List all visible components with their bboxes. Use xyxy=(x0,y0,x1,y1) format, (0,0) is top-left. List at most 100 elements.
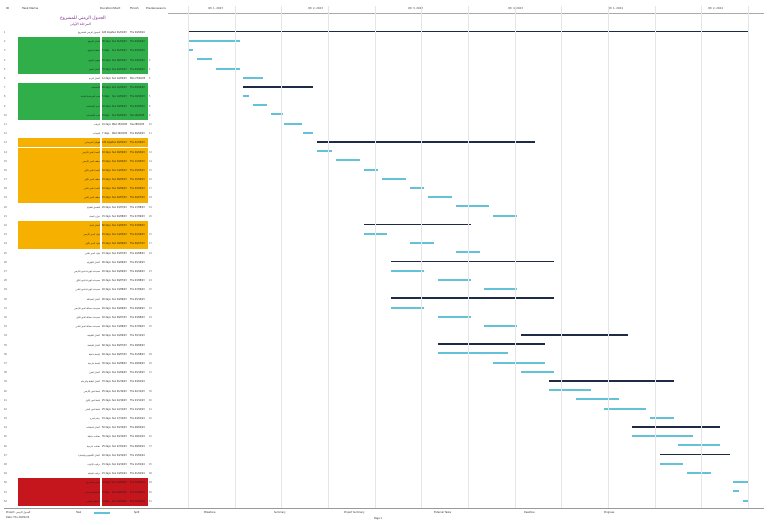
task-bar[interactable] xyxy=(437,278,471,281)
task-bar[interactable] xyxy=(520,370,554,373)
task-bar[interactable] xyxy=(483,288,517,291)
task-bar[interactable] xyxy=(243,95,249,98)
task-row[interactable]: 24 بلوك الدور الأول 15 days Sun 18/06/23 Thu… xyxy=(4,239,164,249)
task-row[interactable]: 20 الملحق العلوي 20 days Sun 23/07/23 Thu 17… xyxy=(4,203,164,212)
summary-bar[interactable] xyxy=(243,85,314,88)
task-bar[interactable] xyxy=(302,131,314,134)
task-bar[interactable] xyxy=(284,122,302,125)
task-row[interactable]: 11 الرقاب 10 days Wed 15/03/23 Tue 28/03/23 1… xyxy=(4,120,164,129)
task-row[interactable]: 35 أعمال اللياسة 60 days Sun 09/07/23 Thu 28… xyxy=(4,341,164,350)
task-bar[interactable] xyxy=(428,196,453,199)
task-row[interactable]: 16 أعمدة الدور الأول 10 days Sun 14/05/23 Th… xyxy=(4,165,164,176)
task-row[interactable]: 38 أعمال العزل 20 days Sun 10/09/23 Thu 05/1… xyxy=(4,368,164,377)
summary-bar[interactable] xyxy=(548,380,675,382)
task-row[interactable]: 45 دهانات داخلية 35 days Sun 03/12/23 Thu 18… xyxy=(4,432,164,441)
task-row[interactable]: 14 أعمدة الدور الأرضي 10 days Sun 09/04/23 T… xyxy=(4,147,164,157)
task-bar[interactable] xyxy=(437,315,471,318)
task-row[interactable]: 30 أعمال السباكة 90 days Sun 04/06/23 Thu 05… xyxy=(4,295,164,304)
task-row[interactable]: 26 أعمال الكهرباء 90 days Sun 04/06/23 Thu 0… xyxy=(4,258,164,267)
task-row[interactable]: 8 صب الخرسانة العادية 5 days Sun 12/02/23 Th… xyxy=(4,92,164,102)
task-row[interactable]: 19 سقف الدور الثاني 15 days Sun 02/07/23 Thu… xyxy=(4,193,164,203)
column-header-duration[interactable]: Duration xyxy=(100,6,114,10)
task-bar[interactable] xyxy=(456,251,480,254)
task-bar[interactable] xyxy=(576,398,619,401)
task-row[interactable]: 34 أعمال التكييف 60 days Sun 10/09/23 Thu 30… xyxy=(4,331,164,340)
task-row[interactable]: 6 أعمال الردم 12 days Sun 12/02/23 Mon 27/02… xyxy=(4,74,164,83)
task-row[interactable]: 29 تمديدات كهرباء الدور الثاني 20 days Sun … xyxy=(4,285,164,294)
task-row[interactable]: 13 الهيكل الخرساني 120 days Sun 09/04/23 Thu… xyxy=(4,138,164,148)
task-row[interactable]: 42 بلاط الدور الثاني 25 days Sun 12/11/23 Th… xyxy=(4,405,164,414)
task-row[interactable]: 31 تمديدات سباكة الدور الأرضي 20 days Sun 0… xyxy=(4,304,164,313)
task-row[interactable]: 41 بلاط الدور الأول 25 days Sun 22/10/23 Thu… xyxy=(4,396,164,405)
task-bar[interactable] xyxy=(409,187,425,190)
task-row[interactable]: 52 الاستلام النهائي 5 days Sun 25/02/24 Thu … xyxy=(4,496,164,506)
task-bar[interactable] xyxy=(382,177,406,180)
task-bar[interactable] xyxy=(742,499,748,502)
task-row[interactable]: 9 حديد الأساسات 10 days Sun 19/02/23 Thu 02/… xyxy=(4,101,164,111)
task-bar[interactable] xyxy=(659,462,684,465)
task-bar[interactable] xyxy=(604,407,647,410)
task-bar[interactable] xyxy=(631,435,693,438)
task-bar[interactable] xyxy=(252,104,268,107)
task-row[interactable]: 44 أعمال الدهانات 50 days Sun 03/12/23 Thu 0… xyxy=(4,423,164,432)
task-row[interactable]: 1 الجدول الزمني للمشروع 420 days Sun 01/01/… xyxy=(4,28,164,37)
summary-bar[interactable] xyxy=(520,334,628,336)
task-bar[interactable] xyxy=(197,58,212,61)
summary-bar[interactable] xyxy=(659,453,730,456)
task-row[interactable]: 37 لياسة خارجية 30 days Sun 20/08/23 Thu 28/… xyxy=(4,359,164,368)
task-bar[interactable] xyxy=(733,481,748,484)
task-row[interactable]: 40 بلاط الدور الأرضي 25 days Sun 01/10/23 Th… xyxy=(4,387,164,396)
task-bar[interactable] xyxy=(391,269,425,272)
task-bar[interactable] xyxy=(678,444,721,447)
task-row[interactable]: 21 خزان المياه 15 days Sun 20/08/23 Thu 07/0… xyxy=(4,212,164,221)
column-header-id[interactable]: ID xyxy=(6,6,10,10)
task-row[interactable]: 22 أعمال البناء 60 days Sun 14/05/23 Thu 03/… xyxy=(4,221,164,231)
task-bar[interactable] xyxy=(493,361,545,364)
task-bar[interactable] xyxy=(650,416,675,419)
task-bar[interactable] xyxy=(391,306,425,309)
summary-bar[interactable] xyxy=(317,141,536,143)
task-row[interactable]: 3 استلام الموقع 5 days Sun 01/01/23 Thu 05/0… xyxy=(4,46,164,56)
task-row[interactable]: 4 تجهيز الموقع 10 days Sun 08/01/23 Thu 19/0… xyxy=(4,55,164,65)
task-row[interactable]: 50 تسليم المشروع 10 days Sun 18/02/24 Thu 29… xyxy=(4,478,164,488)
task-bar[interactable] xyxy=(271,113,284,116)
summary-bar[interactable] xyxy=(437,343,545,345)
task-row[interactable]: 46 دهانات خارجية 25 days Sun 07/01/24 Thu 08… xyxy=(4,442,164,451)
task-row[interactable]: 18 أعمدة الدور الثاني 10 days Sun 18/06/23 T… xyxy=(4,184,164,194)
task-row[interactable]: 33 تمديدات سباكة الدور الثاني 20 days Sun 1… xyxy=(4,322,164,331)
task-bar[interactable] xyxy=(188,49,194,52)
task-row[interactable]: 27 تمديدات كهرباء الدور الأرضي 20 days Sun … xyxy=(4,267,164,276)
task-bar[interactable] xyxy=(437,352,508,355)
task-row[interactable]: 12 الميدات 7 days Wed 29/03/23 Thu 06/04/23 1… xyxy=(4,129,164,138)
task-bar[interactable] xyxy=(456,205,490,208)
summary-bar[interactable] xyxy=(631,426,721,428)
column-header-finish[interactable]: Finish xyxy=(130,6,139,10)
task-row[interactable]: 49 تركيب النوافذ 15 days Sun 14/01/24 Thu 01… xyxy=(4,469,164,478)
task-row[interactable]: 39 أعمال البلاط والرخام 70 days Sun 01/10/2… xyxy=(4,377,164,386)
task-bar[interactable] xyxy=(548,389,591,392)
task-bar[interactable] xyxy=(483,324,517,327)
task-bar[interactable] xyxy=(687,471,711,474)
task-bar[interactable] xyxy=(363,232,388,235)
task-bar[interactable] xyxy=(733,490,739,493)
task-bar[interactable] xyxy=(317,150,332,153)
task-row[interactable]: 47 أعمال الألمنيوم والنجارة 40 days Sun 24/… xyxy=(4,451,164,460)
summary-bar[interactable] xyxy=(363,223,471,226)
task-bar[interactable] xyxy=(335,159,360,162)
task-row[interactable]: 2 أعمال الموقع 30 days Sun 01/01/23 Thu 09/0… xyxy=(4,37,164,47)
column-header-predecessors[interactable]: Predecessors xyxy=(146,6,166,10)
task-row[interactable]: 23 بلوك الدور الأرضي 15 days Sun 14/05/23 Th… xyxy=(4,230,164,240)
task-row[interactable]: 32 تمديدات سباكة الدور الأول 20 days Sun 09… xyxy=(4,313,164,322)
column-header-name[interactable]: Task Name xyxy=(22,6,39,10)
summary-bar[interactable] xyxy=(391,260,554,263)
task-row[interactable]: 51 الاستلام الابتدائي 5 days Sun 18/02/24 Th… xyxy=(4,487,164,497)
task-row[interactable]: 25 بلوك الدور الثاني 15 days Sun 23/07/23 Th… xyxy=(4,249,164,258)
task-row[interactable]: 7 الأساسات 40 days Sun 12/02/23 Thu 06/04/23 xyxy=(4,83,164,93)
task-bar[interactable] xyxy=(493,214,517,217)
task-row[interactable]: 43 رخام الدرج 15 days Sun 17/12/23 Thu 04/01… xyxy=(4,414,164,423)
task-row[interactable]: 48 تركيب الأبواب 15 days Sun 24/12/23 Thu 11… xyxy=(4,460,164,469)
task-bar[interactable] xyxy=(363,168,379,171)
task-row[interactable]: 15 سقف الدور الأرضي 15 days Sun 23/04/23 Thu… xyxy=(4,156,164,166)
task-row[interactable]: 5 أعمال الحفر 15 days Sun 22/01/23 Thu 09/02… xyxy=(4,64,164,74)
task-bar[interactable] xyxy=(215,67,240,70)
